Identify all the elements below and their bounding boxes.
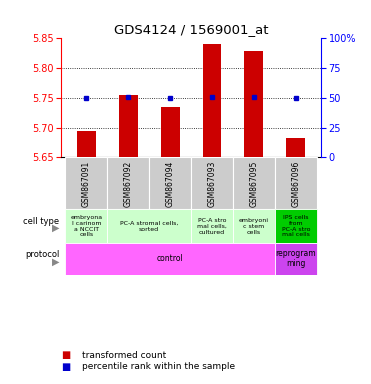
Text: ▶: ▶ [52,257,59,267]
Text: GSM867095: GSM867095 [249,160,258,207]
Bar [107,210,191,243]
Bar [286,138,305,157]
Bar [65,210,107,243]
Text: GSM867094: GSM867094 [165,160,175,207]
Bar [107,157,149,210]
Text: control: control [157,254,184,263]
Text: protocol: protocol [25,250,59,258]
Text: ■: ■ [61,362,70,372]
Bar [191,210,233,243]
Text: ▶: ▶ [52,223,59,233]
Text: PC-A stromal cells,
sorted: PC-A stromal cells, sorted [120,221,178,232]
Bar [275,210,317,243]
Text: embryona
l carinom
a NCCIT
cells: embryona l carinom a NCCIT cells [70,215,102,237]
Bar [203,44,221,157]
Bar [65,243,275,275]
Bar [65,157,107,210]
Bar [77,131,96,157]
Text: IPS cells
from
PC-A stro
mal cells: IPS cells from PC-A stro mal cells [282,215,310,237]
Text: GSM867092: GSM867092 [124,160,133,207]
Text: reprogram
ming: reprogram ming [276,249,316,268]
Text: percentile rank within the sample: percentile rank within the sample [82,362,235,371]
Text: cell type: cell type [23,217,59,226]
Bar [233,210,275,243]
Bar [161,107,180,157]
Bar [233,157,275,210]
Bar [244,51,263,157]
Text: transformed count: transformed count [82,351,166,360]
Text: ■: ■ [61,350,70,360]
Text: embryoni
c stem
cells: embryoni c stem cells [239,218,269,235]
Bar [149,157,191,210]
Title: GDS4124 / 1569001_at: GDS4124 / 1569001_at [114,23,268,36]
Text: GSM867093: GSM867093 [207,160,217,207]
Text: PC-A stro
mal cells,
cultured: PC-A stro mal cells, cultured [197,218,227,235]
Text: GSM867091: GSM867091 [82,160,91,207]
Bar [275,157,317,210]
Bar [119,95,138,157]
Bar [191,157,233,210]
Text: GSM867096: GSM867096 [291,160,300,207]
Bar [275,243,317,275]
